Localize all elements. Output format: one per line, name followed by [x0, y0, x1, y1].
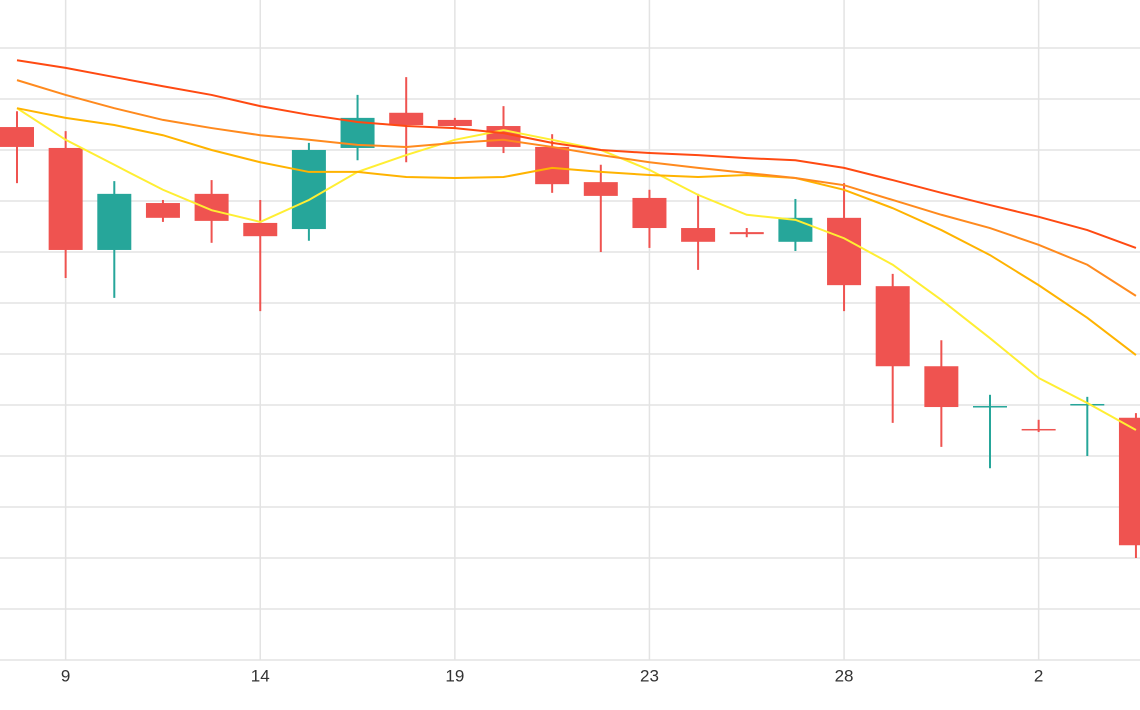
candle-body [1021, 428, 1056, 431]
moving-average-line [16, 107, 1137, 431]
candle-body [875, 286, 910, 367]
moving-average-line [16, 107, 1137, 356]
candle-body [681, 228, 716, 242]
candle-body [194, 193, 229, 221]
candle-body [535, 146, 570, 185]
candle-body [1118, 417, 1140, 546]
candle-body [924, 366, 959, 408]
candle-body [0, 127, 34, 147]
x-tick-label: 19 [445, 666, 464, 685]
candle-body [1070, 403, 1105, 406]
candle-body [827, 217, 862, 286]
candle-body [632, 197, 667, 229]
candle-body [437, 119, 472, 127]
candle-body [48, 147, 83, 250]
candle-body [778, 217, 813, 242]
x-tick-label: 23 [640, 666, 659, 685]
candle-body [145, 203, 180, 218]
moving-average-line [16, 59, 1137, 249]
moving-average-line [16, 79, 1137, 297]
x-tick-label: 28 [835, 666, 854, 685]
x-tick-label: 14 [251, 666, 270, 685]
candle-body [389, 112, 424, 126]
candle-body [583, 182, 618, 196]
x-tick-label: 9 [61, 666, 70, 685]
x-axis: 9 14 19 23 28 2 [61, 666, 1043, 685]
grid [0, 0, 1140, 661]
candle-body [97, 193, 132, 250]
candle-body [973, 406, 1007, 408]
plot-area [0, 59, 1140, 558]
candle-body [243, 222, 278, 237]
candle-body [729, 232, 764, 235]
x-tick-label: 2 [1034, 666, 1043, 685]
candle-body [291, 150, 326, 230]
